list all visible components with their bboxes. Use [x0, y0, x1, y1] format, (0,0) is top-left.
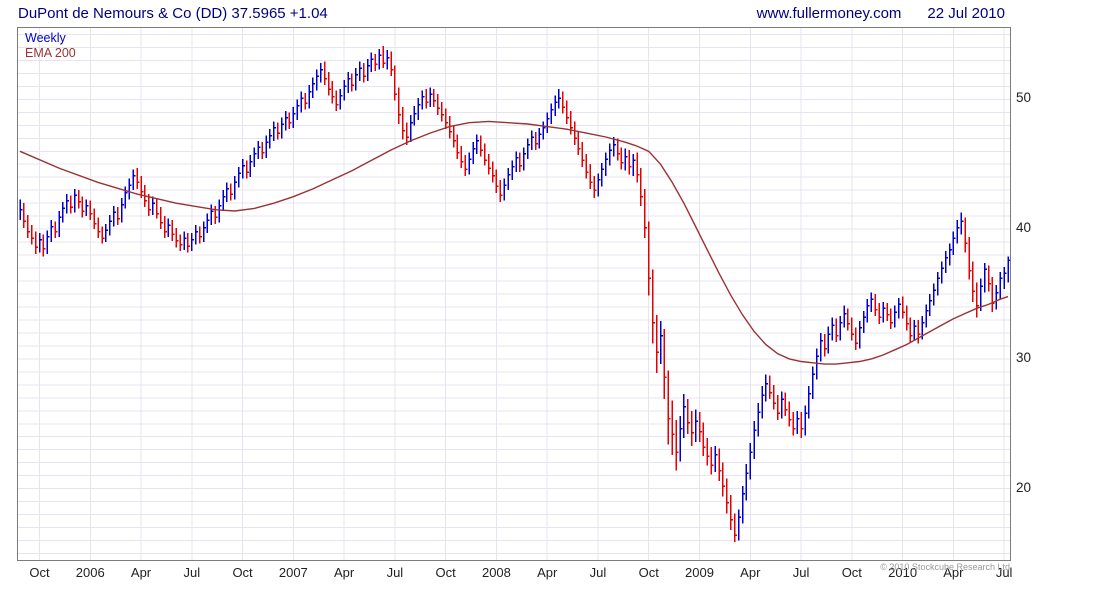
x-tick-label: Jul — [995, 565, 1013, 580]
page-title: DuPont de Nemours & Co (DD) 37.5965 +1.0… — [18, 5, 328, 22]
x-tick-label: Jul — [183, 565, 201, 580]
y-tick-label: 50 — [1016, 90, 1032, 106]
x-tick-label: Apr — [740, 565, 761, 580]
x-tick-label: 2008 — [481, 565, 511, 580]
x-tick-label: Oct — [232, 565, 253, 580]
price-chart-svg — [18, 28, 1010, 560]
x-tick-label: Oct — [841, 565, 862, 580]
chart-date: 22 Jul 2010 — [927, 5, 1005, 22]
x-tick-label: Jul — [589, 565, 607, 580]
chart-header: DuPont de Nemours & Co (DD) 37.5965 +1.0… — [18, 5, 1082, 22]
legend-weekly: Weekly — [25, 31, 66, 45]
y-tick-label: 30 — [1016, 349, 1032, 365]
x-tick-label: Jul — [386, 565, 404, 580]
x-tick-label: Oct — [29, 565, 50, 580]
x-tick-label: Apr — [537, 565, 558, 580]
x-tick-label: Apr — [130, 565, 152, 580]
y-tick-label: 20 — [1016, 479, 1032, 495]
x-tick-label: Apr — [943, 565, 964, 580]
chart-legend: Weekly EMA 200 — [25, 31, 76, 61]
x-tick-label: 2007 — [278, 565, 308, 580]
x-tick-label: Oct — [638, 565, 659, 580]
x-tick-label: 2010 — [888, 565, 918, 580]
plot-area: Weekly EMA 200 — [17, 27, 1011, 561]
x-tick-label: Apr — [333, 565, 355, 580]
site-url: www.fullermoney.com — [756, 5, 902, 22]
x-tick-label: Jul — [792, 565, 810, 580]
x-tick-label: 2006 — [75, 565, 105, 580]
legend-ema: EMA 200 — [25, 46, 76, 60]
x-tick-label: Oct — [435, 565, 456, 580]
copyright-notice: © 2010 Stockcube Research Ltd — [880, 562, 1010, 572]
y-tick-label: 40 — [1016, 220, 1032, 236]
x-tick-label: 2009 — [685, 565, 714, 580]
